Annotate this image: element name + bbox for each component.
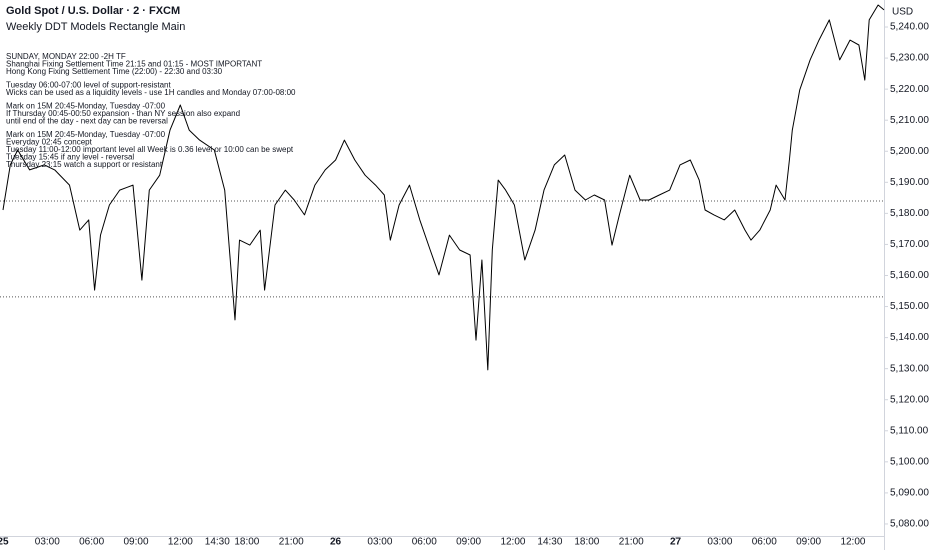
y-tick-label: 5,190.00 bbox=[890, 177, 929, 188]
annotation: If Thursday 00:45-00:50 expansion - than… bbox=[6, 109, 240, 118]
y-tick-label: 5,080.00 bbox=[890, 519, 929, 530]
x-tick-label: 09:00 bbox=[796, 537, 821, 548]
annotation: Tuesday 11:00-12:00 important level all … bbox=[6, 145, 294, 154]
currency-label: USD bbox=[892, 7, 913, 18]
x-tick-label: 25 bbox=[0, 537, 9, 548]
x-tick-label: 18:00 bbox=[574, 537, 599, 548]
x-tick-label: 21:00 bbox=[279, 537, 304, 548]
y-tick-label: 5,130.00 bbox=[890, 363, 929, 374]
y-tick-label: 5,140.00 bbox=[890, 332, 929, 343]
annotation: Hong Kong Fixing Settlement Time (22:00)… bbox=[6, 67, 223, 76]
y-tick-label: 5,170.00 bbox=[890, 239, 929, 250]
annotation: Tuesday 15:45 if any level - reversal bbox=[6, 153, 134, 162]
x-tick-label: 06:00 bbox=[79, 537, 104, 548]
x-tick-label: 09:00 bbox=[123, 537, 148, 548]
x-tick-label: 27 bbox=[670, 537, 682, 548]
x-tick-label: 21:00 bbox=[619, 537, 644, 548]
y-tick-label: 5,220.00 bbox=[890, 84, 929, 95]
y-tick-label: 5,180.00 bbox=[890, 208, 929, 219]
y-tick-label: 5,210.00 bbox=[890, 115, 929, 126]
chart-title: Gold Spot / U.S. Dollar · 2 · FXCM bbox=[6, 5, 180, 17]
annotation: Everyday 02:45 concept bbox=[6, 138, 93, 147]
y-tick-label: 5,110.00 bbox=[890, 425, 929, 436]
y-tick-label: 5,240.00 bbox=[890, 22, 929, 33]
y-tick-label: 5,120.00 bbox=[890, 394, 929, 405]
annotation: Shanghai Fixing Settlement Time 21:15 an… bbox=[6, 60, 262, 69]
annotation: until end of the day - next day can be r… bbox=[6, 117, 168, 126]
chart-subtitle: Weekly DDT Models Rectangle Main bbox=[6, 21, 185, 33]
annotation: Tuesday 06:00-07:00 level of support-res… bbox=[6, 81, 171, 90]
x-tick-label: 14:30 bbox=[537, 537, 562, 548]
annotation: Thursday 23:15 watch a support or resist… bbox=[6, 160, 163, 169]
x-tick-label: 18:00 bbox=[234, 537, 259, 548]
x-tick-label: 12:00 bbox=[840, 537, 865, 548]
x-tick-label: 14:30 bbox=[205, 537, 230, 548]
x-tick-label: 06:00 bbox=[752, 537, 777, 548]
y-tick-label: 5,200.00 bbox=[890, 146, 929, 157]
x-tick-label: 03:00 bbox=[35, 537, 60, 548]
annotation: Mark on 15M 20:45-Monday, Tuesday -07:00 bbox=[6, 102, 166, 111]
annotation: Mark on 15M 20:45-Monday, Tuesday -07:00 bbox=[6, 130, 166, 139]
y-tick-label: 5,090.00 bbox=[890, 488, 929, 499]
price-line bbox=[2, 4, 885, 371]
annotation: SUNDAY, MONDAY 22:00 -2H TF bbox=[6, 52, 126, 61]
x-tick-label: 12:00 bbox=[168, 537, 193, 548]
x-tick-label: 03:00 bbox=[707, 537, 732, 548]
y-tick-label: 5,100.00 bbox=[890, 456, 929, 467]
y-tick-label: 5,230.00 bbox=[890, 53, 929, 64]
annotation: Wicks can be used as a liquidity levels … bbox=[6, 88, 296, 97]
x-tick-label: 03:00 bbox=[367, 537, 392, 548]
x-tick-label: 12:00 bbox=[500, 537, 525, 548]
x-tick-label: 26 bbox=[330, 537, 342, 548]
y-tick-label: 5,150.00 bbox=[890, 301, 929, 312]
y-tick-label: 5,160.00 bbox=[890, 270, 929, 281]
x-tick-label: 06:00 bbox=[412, 537, 437, 548]
x-tick-label: 09:00 bbox=[456, 537, 481, 548]
